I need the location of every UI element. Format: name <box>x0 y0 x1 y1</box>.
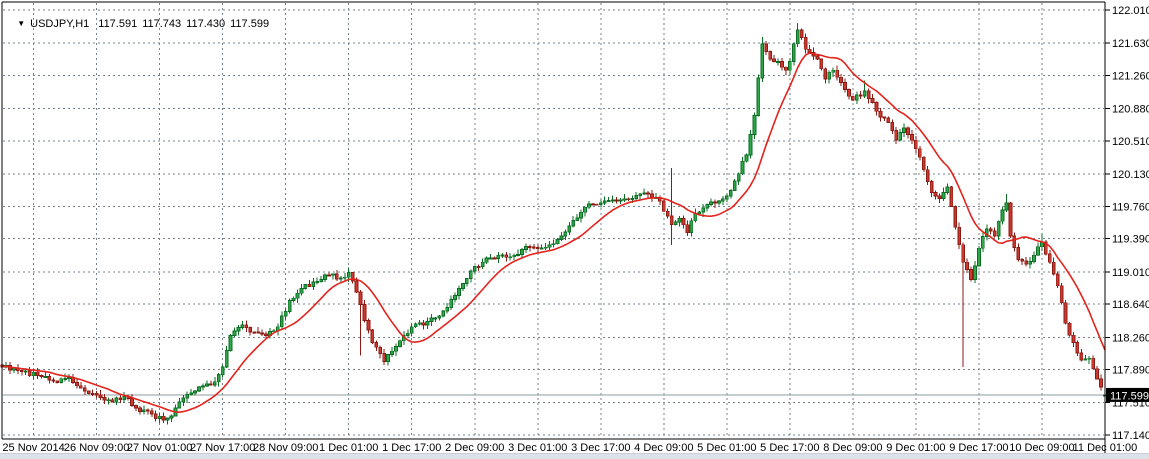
time-axis-label: 25 Nov 2014 <box>2 442 64 454</box>
time-axis-label: 3 Dec 17:00 <box>571 442 630 454</box>
price-axis-label: 121.630 <box>1112 38 1149 50</box>
time-axis-label: 27 Nov 17:00 <box>190 442 255 454</box>
price-axis-label: 120.510 <box>1112 136 1149 148</box>
price-axis-label: 118.640 <box>1112 299 1149 311</box>
time-axis-label: 1 Dec 17:00 <box>382 442 441 454</box>
quote-open: 117.591 <box>98 18 138 30</box>
price-axis-label: 120.880 <box>1112 104 1149 116</box>
chart-frame-border <box>1 1 1106 453</box>
bottom-strip <box>0 453 1149 459</box>
time-axis-label: 3 Dec 01:00 <box>508 442 567 454</box>
time-axis-label: 2 Dec 09:00 <box>445 442 504 454</box>
symbol-timeframe-label: USDJPY,H1 <box>30 18 90 30</box>
symbol-title: ▼ USDJPY,H1 117.591 117.743 117.430 117.599 <box>5 6 274 42</box>
time-axis-label: 27 Nov 01:00 <box>127 442 192 454</box>
time-axis-label: 1 Dec 01:00 <box>319 442 378 454</box>
price-axis-label: 121.260 <box>1112 70 1149 82</box>
price-axis-label: 119.010 <box>1112 267 1149 279</box>
time-axis-label: 4 Dec 09:00 <box>634 442 693 454</box>
quote-close: 117.599 <box>230 18 270 30</box>
price-axis[interactable]: 122.010 121.630 121.260 120.880 120.510 120.1… <box>1105 5 1149 442</box>
time-axis-label: 10 Dec 09:00 <box>1009 442 1074 454</box>
grid <box>3 3 1106 438</box>
quote-high: 117.743 <box>142 18 182 30</box>
price-axis-label: 117.890 <box>1112 365 1149 377</box>
price-axis-label: 119.390 <box>1112 234 1149 246</box>
time-axis-label: 9 Dec 01:00 <box>886 442 945 454</box>
time-axis-label: 5 Dec 01:00 <box>697 442 756 454</box>
price-axis-label: 117.140 <box>1112 430 1149 442</box>
time-axis-label: 28 Nov 09:00 <box>253 442 318 454</box>
moving-average-line <box>1 52 1106 414</box>
bid-price-badge: 117.599 <box>1106 387 1149 402</box>
svg-text:117.599: 117.599 <box>1110 390 1149 402</box>
candles <box>0 23 1107 425</box>
price-axis-label: 119.760 <box>1112 201 1149 213</box>
time-axis-label: 5 Dec 17:00 <box>760 442 819 454</box>
symbol-dropdown-icon: ▼ <box>17 19 26 28</box>
time-axis-label: 9 Dec 17:00 <box>949 442 1008 454</box>
quote-low: 117.430 <box>186 18 226 30</box>
time-axis-label: 26 Nov 09:00 <box>64 442 129 454</box>
price-axis-label: 118.260 <box>1112 332 1149 344</box>
price-axis-label: 122.010 <box>1112 5 1149 17</box>
time-axis-label: 8 Dec 09:00 <box>823 442 882 454</box>
price-axis-label: 120.130 <box>1112 169 1149 181</box>
time-axis-label: 11 Dec 01:00 <box>1073 442 1138 454</box>
